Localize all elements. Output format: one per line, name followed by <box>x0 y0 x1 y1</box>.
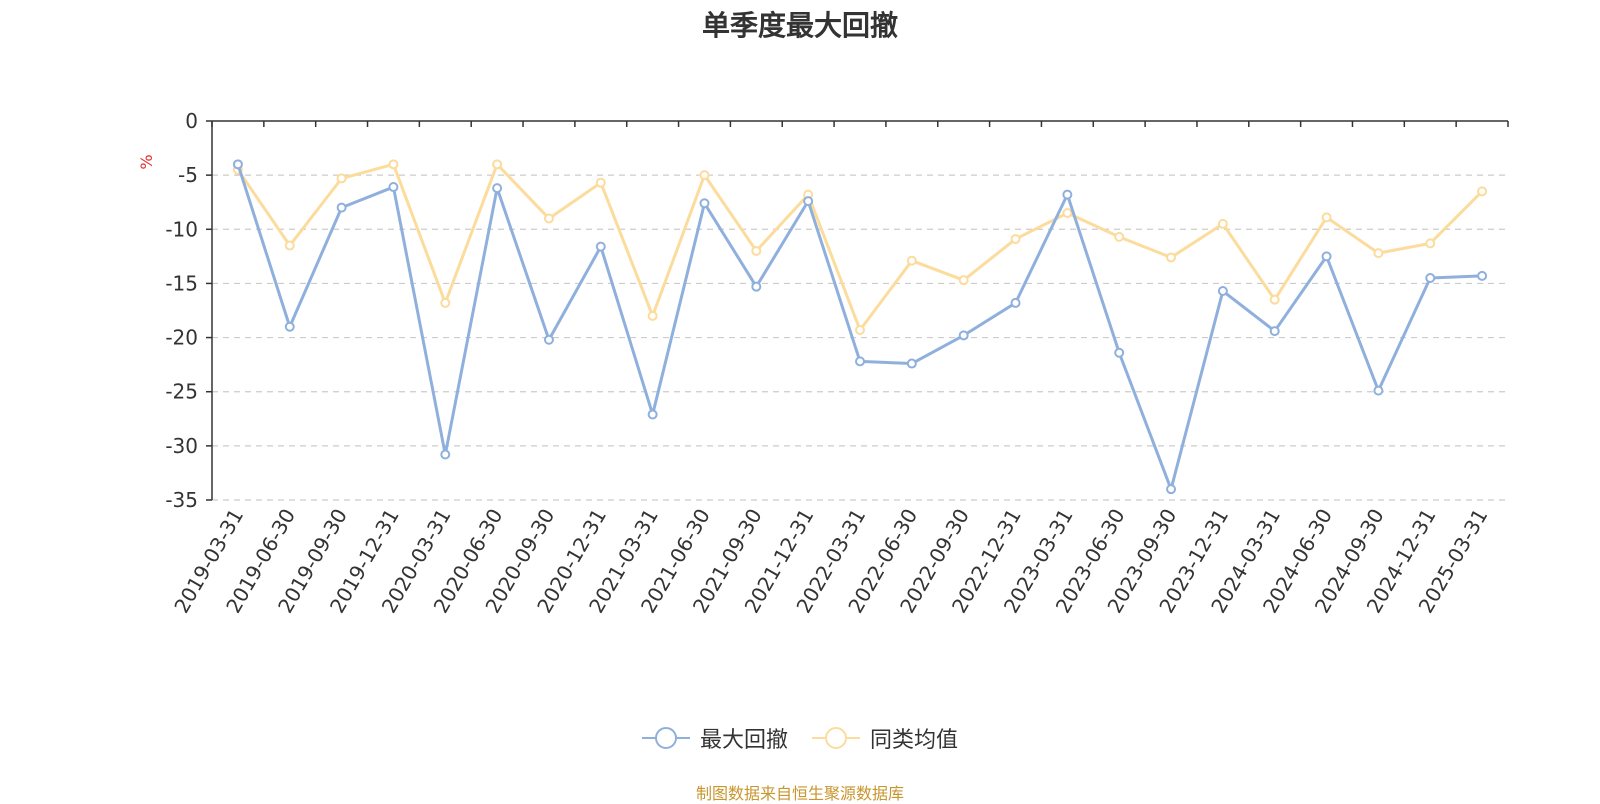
series-1-point[interactable] <box>855 356 865 367</box>
legend-item-series-2[interactable]: 同类均值 <box>812 722 958 754</box>
series-layer <box>232 159 1488 495</box>
series-2-point[interactable] <box>906 255 917 266</box>
legend: 最大回撤 同类均值 <box>0 722 1600 754</box>
series-1-point[interactable] <box>958 330 969 341</box>
legend-item-series-1[interactable]: 最大回撤 <box>641 722 788 754</box>
chart-title: 单季度最大回撤 <box>701 9 898 42</box>
series-2-point[interactable] <box>595 177 606 188</box>
series-2-point[interactable] <box>440 297 451 308</box>
y-tick-label: -20 <box>165 326 198 350</box>
series-1-point[interactable] <box>595 241 606 252</box>
source-note: 制图数据来自恒生聚源数据库 <box>695 784 904 803</box>
series-1-point[interactable] <box>803 196 814 207</box>
series-2-point[interactable] <box>1425 238 1436 249</box>
series-1-point[interactable] <box>543 334 554 345</box>
series-2-point[interactable] <box>751 245 762 256</box>
axes: 0-5-10-15-20-25-30-352019-03-312019-06-3… <box>165 109 1509 617</box>
series-2-point[interactable] <box>543 213 554 224</box>
series-1-point[interactable] <box>1062 189 1073 200</box>
series-2-point[interactable] <box>1166 252 1177 263</box>
series-1-point[interactable] <box>1321 251 1332 262</box>
series-2-point[interactable] <box>492 159 503 170</box>
series-1-point[interactable] <box>492 183 503 194</box>
legend-label-series-1: 最大回撤 <box>699 728 788 753</box>
series-2-point[interactable] <box>699 170 710 181</box>
series-1-point[interactable] <box>284 321 295 332</box>
y-tick-label: -30 <box>165 434 198 458</box>
series-2-point[interactable] <box>284 240 295 251</box>
series-1-point[interactable] <box>1166 484 1177 495</box>
y-tick-label: -10 <box>165 217 198 241</box>
grid-lines <box>212 174 1508 501</box>
legend-marker-series-1 <box>641 727 690 749</box>
series-2-point[interactable] <box>855 324 865 335</box>
series-2-point[interactable] <box>1114 231 1125 242</box>
series-2-point[interactable] <box>336 173 347 184</box>
legend-marker-series-2 <box>812 727 860 749</box>
series-2-point[interactable] <box>647 310 658 321</box>
series-2-point[interactable] <box>1217 218 1228 229</box>
series-1-point[interactable] <box>336 202 347 213</box>
series-1-point[interactable] <box>906 358 917 369</box>
series-1-point[interactable] <box>388 182 399 193</box>
y-tick-label: -5 <box>178 163 198 187</box>
series-2-point[interactable] <box>1010 234 1021 245</box>
series-1-point[interactable] <box>751 281 762 292</box>
series-2-point[interactable] <box>1269 294 1280 305</box>
y-tick-label: 0 <box>185 109 198 133</box>
series-1-point[interactable] <box>1373 385 1384 396</box>
series-1-point[interactable] <box>1425 273 1436 284</box>
series-1-point[interactable] <box>1217 286 1228 297</box>
series-2-point[interactable] <box>1373 248 1384 259</box>
y-tick-label: -15 <box>165 271 198 295</box>
series-2-point[interactable] <box>1477 186 1488 197</box>
series-2-point[interactable] <box>1062 208 1073 219</box>
series-1-point[interactable] <box>1010 297 1021 308</box>
series-2-point[interactable] <box>388 159 399 170</box>
series-1-point[interactable] <box>1269 326 1280 337</box>
series-1-point[interactable] <box>1477 270 1488 281</box>
series-line-2 <box>236 162 1484 332</box>
series-2-point[interactable] <box>1321 212 1332 223</box>
series-2-point[interactable] <box>958 275 969 286</box>
series-1-point[interactable] <box>1114 347 1125 358</box>
y-tick-label: -25 <box>165 380 198 404</box>
y-axis-unit-label: % <box>137 154 156 169</box>
y-tick-label: -35 <box>165 488 198 512</box>
legend-label-series-2: 同类均值 <box>870 728 959 753</box>
series-1-point[interactable] <box>232 159 243 170</box>
series-1-point[interactable] <box>440 449 451 460</box>
series-1-point[interactable] <box>699 198 710 209</box>
series-1-point[interactable] <box>647 409 658 420</box>
